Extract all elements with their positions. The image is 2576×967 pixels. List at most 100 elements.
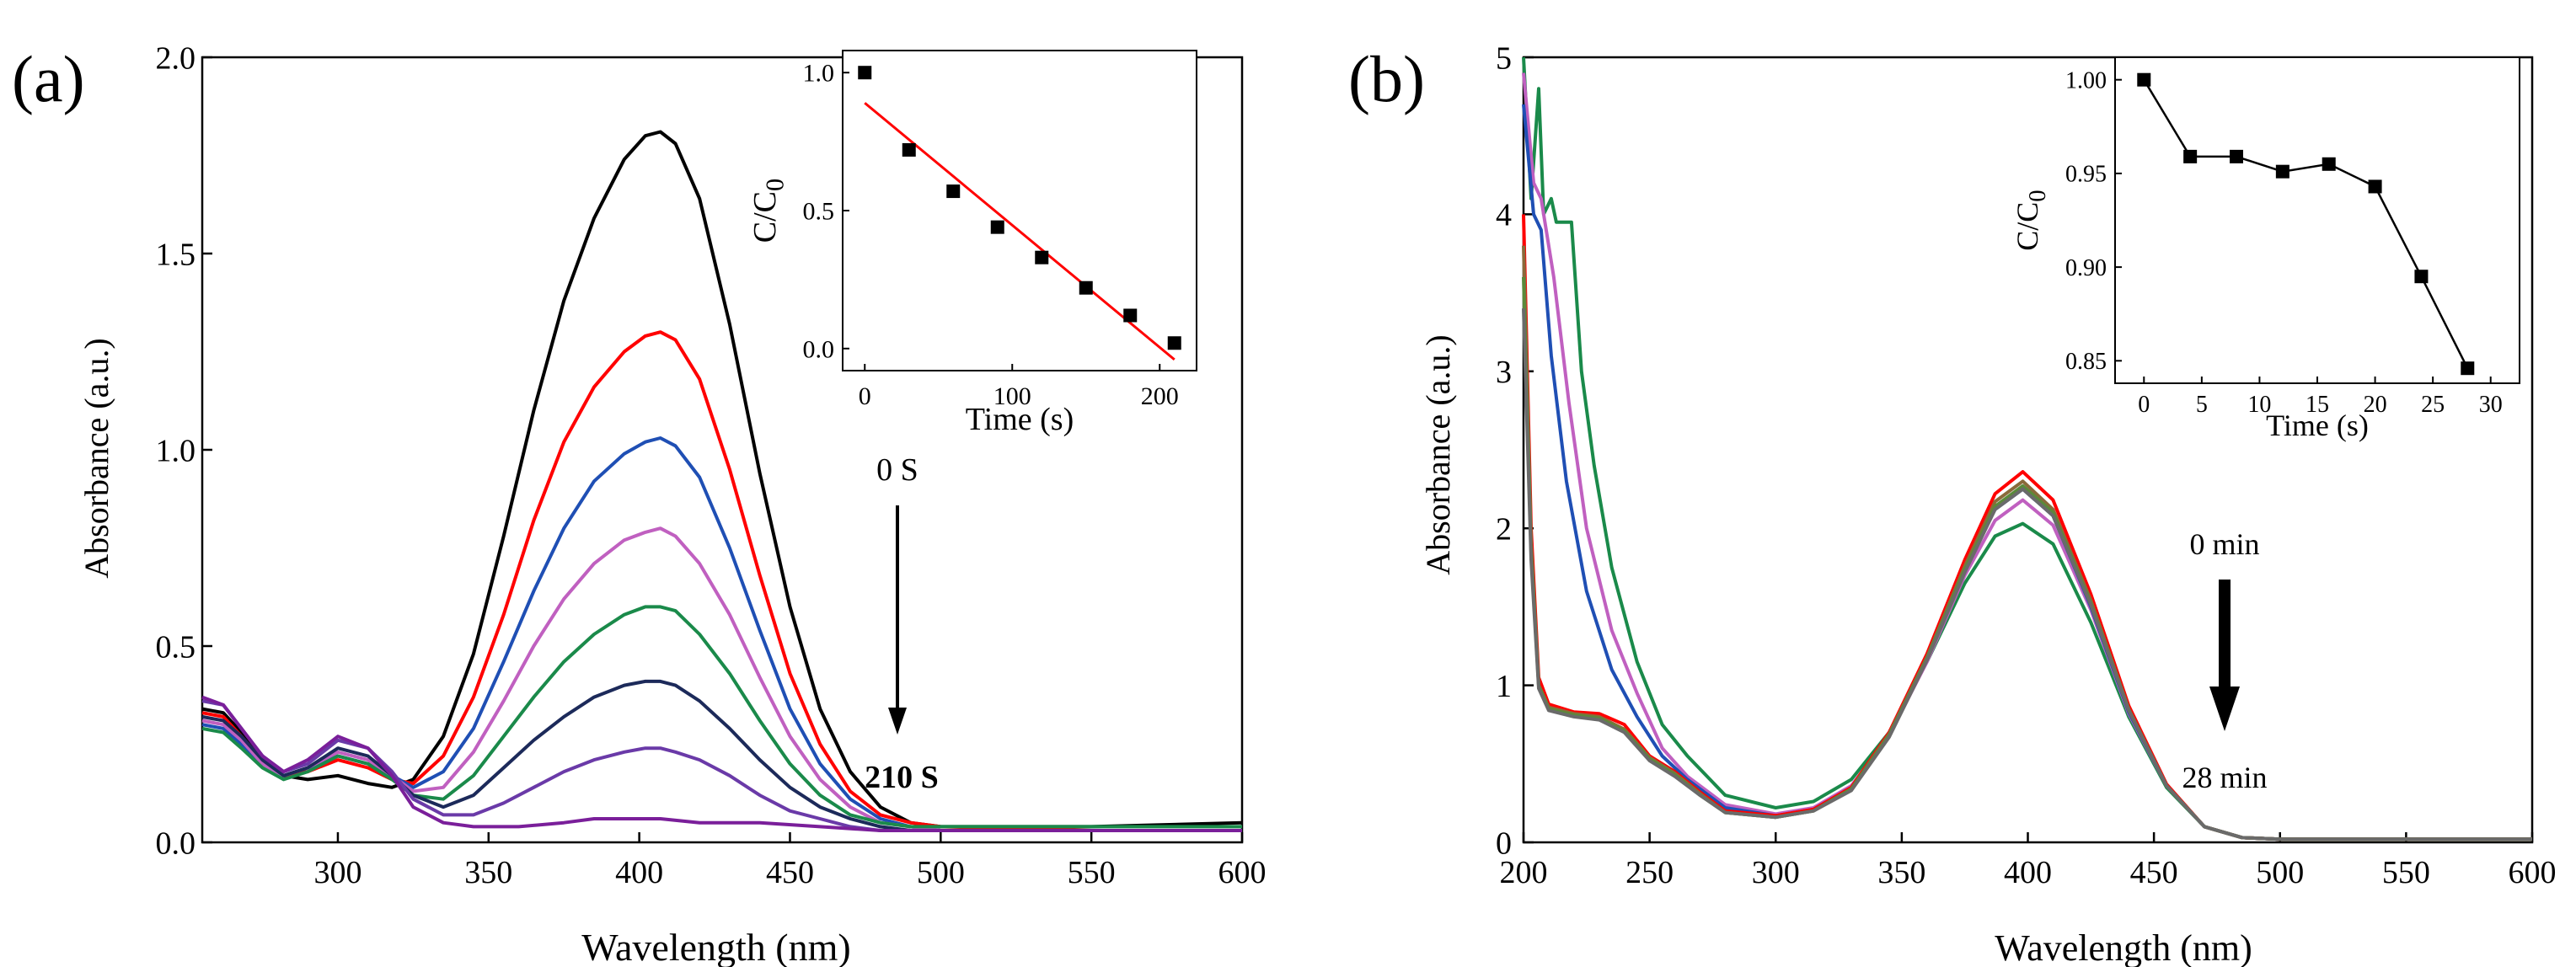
panel-b-inset-y-tick-label: 0.90 — [2065, 255, 2107, 281]
panel-a-inset-point — [1035, 250, 1049, 264]
panel-a-series-6 — [201, 679, 1242, 832]
panel-b-y-tick-label: 5 — [1496, 40, 1512, 76]
panel-b-inset-y-axis-label-main: C/C — [2011, 202, 2044, 251]
panel-a-inset-point — [1167, 336, 1181, 350]
panel-b-x-tick-label: 200 — [1500, 855, 1548, 890]
panel-a-inset-y-tick-label: 0.0 — [803, 335, 835, 363]
panel-b-inset-y-axis-label: C/C0 — [2011, 190, 2051, 250]
panel-b-y-tick-label: 0 — [1496, 825, 1512, 861]
panel-b-inset-x-tick-label: 0 — [2138, 392, 2150, 418]
panel-b-inset-point — [2414, 270, 2429, 284]
panel-b-y-tick-label: 2 — [1496, 512, 1512, 548]
panel-b-inset-y-tick-label: 1.00 — [2065, 67, 2107, 93]
panel-a-annotation-start: 0 S — [876, 452, 918, 488]
panel-a-series-7 — [201, 699, 1242, 832]
panel-a-series-5 — [201, 605, 1242, 829]
panel-a-frame: 300 350 400 450 500 550 600 0.0 0.5 1.0 1.5 2.0 — [156, 40, 1267, 890]
panel-b-inset-point — [2368, 179, 2382, 194]
panel-b-x-tick-label: 500 — [2256, 855, 2304, 890]
panel-b-x-tick-label: 550 — [2382, 855, 2430, 890]
panel-a-inset-x-axis-label: Time (s) — [966, 402, 1074, 437]
panel-b-y-tick-label: 3 — [1496, 355, 1512, 390]
panel-a-x-axis-label: Wavelength (nm) — [581, 926, 850, 967]
panel-b-label: (b) — [1348, 42, 1425, 115]
panel-b-y-tick-label: 4 — [1496, 198, 1512, 233]
panel-a-inset-x-tick-label: 100 — [993, 382, 1031, 410]
panel-b-inset-x-tick-label: 20 — [2364, 392, 2387, 418]
panel-a-x-tick-label: 500 — [917, 855, 965, 890]
panel-a-y-tick-label: 0.5 — [156, 629, 196, 665]
panel-b-trend-arrow — [2209, 580, 2240, 731]
panel-a-inset-y-axis-label-subscript: 0 — [761, 179, 790, 191]
panel-b-inset-point — [2322, 157, 2336, 171]
panel-a-inset-point — [902, 142, 916, 157]
panel-b-inset-point — [2461, 361, 2475, 376]
panel-b-inset-x-tick-label: 30 — [2479, 392, 2503, 418]
panel-b-plot-area — [1522, 56, 2532, 841]
panel-b-inset-point — [2230, 149, 2243, 163]
panel-a-inset-point — [990, 220, 1004, 234]
panel-a-x-tick-label: 350 — [464, 855, 512, 890]
panel-b-inset-y-axis-label-subscript: 0 — [2024, 190, 2051, 201]
panel-a-y-tick-label: 2.0 — [156, 40, 196, 76]
panel-b-annotation-end: 28 min — [2182, 761, 2267, 794]
panel-a-inset-y-tick-label: 0.5 — [803, 198, 835, 226]
panel-b-inset-background — [2115, 57, 2520, 383]
panel-a-inset-point — [1123, 308, 1138, 323]
panel-b-y-axis-label: Absorbance (a.u.) — [1419, 334, 1457, 574]
panel-a-x-tick-label: 550 — [1068, 855, 1116, 890]
panel-a-y-tick-label: 1.0 — [156, 433, 196, 468]
panel-a-series-1 — [201, 130, 1243, 829]
panel-a-x-tick-label: 400 — [615, 855, 663, 890]
panel-b-inset-point — [2137, 72, 2151, 87]
panel-a-inset-point — [1079, 280, 1093, 295]
panel-a: (a) Absorbance (a.u.) Wavelength (nm) 0 … — [12, 40, 1267, 967]
panel-b-inset-y-tick-label: 0.85 — [2065, 349, 2107, 375]
panel-a-x-tick-label: 450 — [766, 855, 814, 890]
panel-b-series-7 — [1522, 308, 2532, 841]
panel-b-x-axis-label: Wavelength (nm) — [1995, 927, 2252, 967]
panel-b-inset-x-axis-label: Time (s) — [2266, 409, 2369, 442]
panel-b-inset-x-tick-label: 5 — [2196, 392, 2208, 418]
panel-a-inset-background — [843, 51, 1197, 371]
panel-b-inset-x-tick-label: 15 — [2306, 392, 2329, 418]
panel-b-inset-x-tick-label: 25 — [2421, 392, 2445, 418]
panel-a-inset-y-axis-label-main: C/C — [747, 191, 783, 243]
panel-a-series-4 — [201, 526, 1242, 832]
panel-a-label: (a) — [12, 42, 85, 115]
panel-b-inset-x-tick-label: 10 — [2247, 392, 2271, 418]
panel-b-annotation-start: 0 min — [2189, 527, 2259, 561]
panel-a-inset-y-axis-label: C/C0 — [747, 179, 790, 243]
panel-a-inset-x-tick-label: 0 — [859, 382, 871, 410]
panel-b-inset-point — [2183, 149, 2198, 163]
panel-b-x-tick-label: 400 — [2004, 855, 2052, 890]
panel-a-inset-y-tick-label: 1.0 — [803, 60, 835, 88]
panel-b-x-tick-label: 450 — [2130, 855, 2178, 890]
panel-a-annotation-end: 210 S — [865, 760, 939, 795]
panel-a-inset-point — [946, 184, 961, 199]
panel-b-x-tick-label: 600 — [2509, 855, 2557, 890]
panel-a-x-tick-label: 300 — [313, 855, 361, 890]
panel-a-inset-point — [858, 66, 872, 80]
panel-b-inset-y-tick-label: 0.95 — [2065, 162, 2107, 188]
panel-a-y-tick-label: 0.0 — [156, 825, 196, 861]
panel-b-inset-line — [2143, 79, 2469, 369]
panel-a-plot-area — [201, 130, 1243, 832]
panel-b-y-tick-label: 1 — [1496, 669, 1512, 704]
panel-a-inset-fit-line — [864, 102, 1176, 361]
panel-b-inset-point — [2275, 164, 2289, 179]
panel-b-x-tick-label: 300 — [1752, 855, 1800, 890]
panel-a-inset-x-tick-label: 200 — [1141, 382, 1179, 410]
panel-a-x-tick-label: 600 — [1218, 855, 1267, 890]
panel-a-trend-arrow — [888, 505, 907, 735]
panel-a-y-axis-label: Absorbance (a.u.) — [78, 338, 115, 578]
panel-a-series-8 — [201, 695, 1242, 832]
panel-a-y-tick-label: 1.5 — [156, 237, 196, 272]
panel-b-x-tick-label: 350 — [1877, 855, 1925, 890]
panel-b-x-tick-label: 250 — [1625, 855, 1674, 890]
panel-b: (b) Absorbance (a.u.) Wavelength (nm) 0 … — [1348, 40, 2557, 967]
